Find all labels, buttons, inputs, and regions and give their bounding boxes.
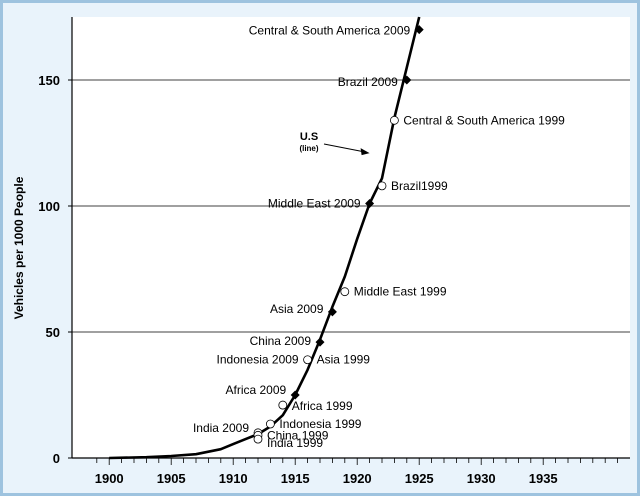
marker-diamond — [327, 307, 337, 317]
marker-circle — [303, 355, 313, 365]
point-label: Middle East 2009 — [268, 196, 361, 210]
us-line-label: U.S — [300, 131, 318, 143]
marker-circle — [377, 181, 387, 191]
point-label: Brazil1999 — [391, 179, 448, 193]
us-line-sublabel: (line) — [299, 144, 318, 153]
marker-diamond — [365, 198, 375, 208]
x-tick-label: 1920 — [343, 471, 372, 486]
y-tick-label: 0 — [53, 451, 60, 466]
x-tick-label: 1935 — [529, 471, 558, 486]
y-tick-label: 100 — [38, 199, 60, 214]
point-label: Central & South America 2009 — [249, 24, 411, 38]
point-label: China 2009 — [250, 334, 312, 348]
marker-diamond — [402, 75, 412, 85]
marker-diamond — [290, 390, 300, 400]
y-tick-label: 150 — [38, 73, 60, 88]
point-label: Central & South America 1999 — [403, 113, 565, 127]
point-label: Africa 2009 — [225, 383, 286, 397]
point-label: Indonesia 1999 — [279, 417, 361, 431]
us-label-arrowhead — [360, 148, 370, 156]
point-label: Asia 1999 — [317, 353, 371, 367]
marker-diamond — [315, 337, 325, 347]
us-label-arrow — [323, 143, 366, 153]
y-tick-label: 50 — [46, 325, 60, 340]
x-tick-label: 1930 — [467, 471, 496, 486]
marker-circle — [278, 400, 288, 410]
point-label: Brazil 2009 — [338, 75, 398, 89]
marker-circle — [340, 287, 350, 297]
point-label: Indonesia 2009 — [217, 353, 299, 367]
point-label: India 2009 — [193, 421, 249, 435]
y-axis-label: Vehicles per 1000 People — [12, 176, 26, 319]
x-tick-label: 1910 — [219, 471, 248, 486]
point-label: Middle East 1999 — [354, 285, 447, 299]
x-tick-label: 1915 — [281, 471, 310, 486]
marker-diamond — [414, 25, 424, 35]
point-label: India 1999 — [267, 436, 323, 450]
point-label: Asia 2009 — [270, 302, 324, 316]
x-tick-label: 1905 — [157, 471, 186, 486]
x-tick-label: 1900 — [95, 471, 124, 486]
marker-circle — [265, 419, 275, 429]
point-label: Africa 1999 — [292, 399, 353, 413]
x-tick-label: 1925 — [405, 471, 434, 486]
plot-area — [72, 17, 630, 458]
marker-circle — [389, 115, 399, 125]
marker-circle — [253, 434, 263, 444]
point-label: China 1999 — [267, 428, 329, 442]
